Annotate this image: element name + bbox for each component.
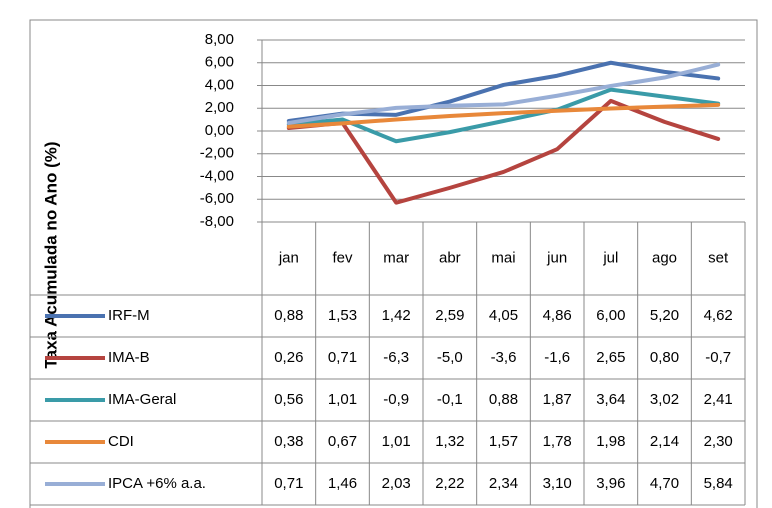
table-value: -0,9 <box>383 391 409 408</box>
table-value: 1,57 <box>489 433 518 450</box>
table-value: 2,30 <box>704 433 733 450</box>
legend-label: IPCA +6% a.a. <box>108 475 206 492</box>
table-value: 0,88 <box>274 307 303 324</box>
y-tick-label: 8,00 <box>205 31 234 48</box>
table-value: 4,70 <box>650 475 679 492</box>
y-axis-title: Taxa Acumulada no Ano (%) <box>41 141 60 368</box>
table-value: 2,14 <box>650 433 679 450</box>
table-value: 0,88 <box>489 391 518 408</box>
table-value: -5,0 <box>437 349 463 366</box>
chart-border <box>29 19 758 508</box>
series-line <box>286 98 721 205</box>
table-value: 2,41 <box>704 391 733 408</box>
y-tick-label: 0,00 <box>205 122 234 139</box>
table-value: 0,71 <box>274 475 303 492</box>
table-value: 4,05 <box>489 307 518 324</box>
table-value: 2,34 <box>489 475 518 492</box>
table-value: 6,00 <box>596 307 625 324</box>
table-value: -3,6 <box>491 349 517 366</box>
x-tick-label: jun <box>546 249 567 266</box>
table-value: -0,7 <box>705 349 731 366</box>
table-value: 1,32 <box>435 433 464 450</box>
x-tick-label: mai <box>491 249 515 266</box>
table-value: -6,3 <box>383 349 409 366</box>
table-value: 2,03 <box>382 475 411 492</box>
table-value: 1,01 <box>328 391 357 408</box>
table-value: -0,1 <box>437 391 463 408</box>
table-value: 2,22 <box>435 475 464 492</box>
series-line <box>286 102 721 129</box>
table-value: 2,59 <box>435 307 464 324</box>
x-tick-label: jan <box>278 249 299 266</box>
table-value: -1,6 <box>544 349 570 366</box>
legend-label: IRF-M <box>108 307 150 324</box>
y-tick-label: -4,00 <box>200 167 234 184</box>
table-value: 4,86 <box>543 307 572 324</box>
y-tick-label: 4,00 <box>205 76 234 93</box>
table-value: 3,10 <box>543 475 572 492</box>
table-value: 1,42 <box>382 307 411 324</box>
x-tick-label: mar <box>383 249 409 266</box>
table-value: 0,26 <box>274 349 303 366</box>
x-tick-label: set <box>708 249 729 266</box>
series-line <box>286 87 721 144</box>
table-value: 3,96 <box>596 475 625 492</box>
table-value: 0,56 <box>274 391 303 408</box>
legend-label: IMA-B <box>108 349 150 366</box>
table-value: 0,67 <box>328 433 357 450</box>
table-value: 1,46 <box>328 475 357 492</box>
table-value: 3,64 <box>596 391 625 408</box>
legend-label: CDI <box>108 433 134 450</box>
legend-label: IMA-Geral <box>108 391 176 408</box>
table-value: 5,84 <box>704 475 733 492</box>
x-tick-label: fev <box>332 249 353 266</box>
x-tick-label: abr <box>439 249 461 266</box>
table-value: 2,65 <box>596 349 625 366</box>
y-tick-label: -2,00 <box>200 145 234 162</box>
x-tick-label: jul <box>602 249 618 266</box>
table-value: 4,62 <box>704 307 733 324</box>
series-line <box>286 62 721 125</box>
table-value: 3,02 <box>650 391 679 408</box>
y-tick-label: -8,00 <box>200 213 234 230</box>
y-tick-label: 2,00 <box>205 99 234 116</box>
table-value: 1,87 <box>543 391 572 408</box>
table-value: 1,78 <box>543 433 572 450</box>
table-value: 1,01 <box>382 433 411 450</box>
table-value: 5,20 <box>650 307 679 324</box>
x-tick-label: ago <box>652 249 677 266</box>
table-value: 1,53 <box>328 307 357 324</box>
table-value: 1,98 <box>596 433 625 450</box>
table-value: 0,80 <box>650 349 679 366</box>
y-tick-label: -6,00 <box>200 190 234 207</box>
table-value: 0,38 <box>274 433 303 450</box>
y-tick-label: 6,00 <box>205 54 234 71</box>
table-value: 0,71 <box>328 349 357 366</box>
